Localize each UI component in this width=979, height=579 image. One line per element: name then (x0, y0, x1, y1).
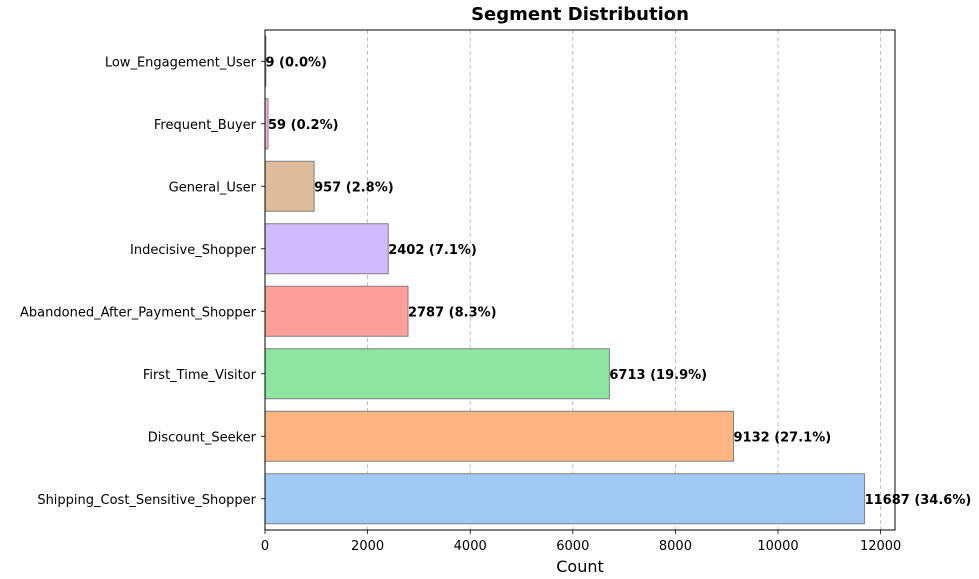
bar (264, 285, 409, 337)
x-tick-labels: 0 2000 4000 6000 8000 10000 12000 (261, 530, 901, 554)
plot-frame (264, 29, 896, 531)
bar-value-label: 2402 (7.1%) (388, 243, 477, 258)
y-tick-label: Indecisive_Shopper (130, 243, 257, 258)
y-tick-label: General_User (169, 180, 257, 195)
data-labels: 11687 (34.6%) 9132 (27.1%) 6713 (19.9%) 278… (265, 55, 971, 508)
y-tick-label: Low_Engagement_User (105, 55, 257, 70)
x-tick-label: 8000 (659, 539, 692, 554)
x-tick-label: 6000 (556, 539, 589, 554)
y-tick-label: Frequent_Buyer (154, 118, 257, 133)
y-tick-label: Shipping_Cost_Sensitive_Shopper (37, 493, 256, 508)
x-tick-label: 2000 (351, 539, 384, 554)
y-tick-label: Discount_Seeker (148, 430, 257, 445)
bar-value-label: 6713 (19.9%) (609, 368, 707, 383)
x-tick-label: 12000 (860, 539, 901, 554)
bar-value-label: 59 (0.2%) (268, 118, 339, 133)
bar-value-label: 11687 (34.6%) (865, 493, 972, 508)
y-tick-labels: Shipping_Cost_Sensitive_Shopper Discount_… (20, 55, 265, 508)
x-axis-label: Count (556, 557, 604, 576)
bar-value-label: 957 (2.8%) (314, 180, 394, 195)
bar-value-label: 9132 (27.1%) (733, 430, 831, 445)
chart-title: Segment Distribution (471, 4, 689, 25)
bar-value-label: 2787 (8.3%) (408, 305, 497, 320)
bar (264, 348, 610, 400)
bar (264, 160, 315, 212)
x-tick-label: 0 (261, 539, 269, 554)
y-tick-label: Abandoned_After_Payment_Shopper (20, 305, 257, 320)
bar (264, 223, 389, 275)
x-tick-label: 10000 (757, 539, 798, 554)
bar (264, 410, 734, 462)
y-tick-label: First_Time_Visitor (143, 368, 257, 383)
bars (264, 35, 866, 525)
x-tick-label: 4000 (454, 539, 487, 554)
bar-value-label: 9 (0.0%) (265, 55, 327, 70)
bar (264, 473, 866, 525)
